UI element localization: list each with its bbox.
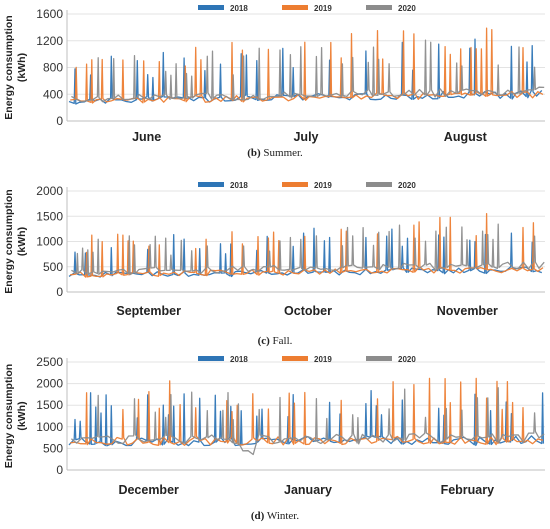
legend-label-2018: 2018 bbox=[230, 4, 248, 13]
caption-summer-letter: (b) bbox=[247, 147, 261, 159]
chart-winter: 0 500 1000 1500 2000 2500 Energy consumption (k… bbox=[3, 355, 545, 497]
y-axis-label: Energy consumption bbox=[3, 189, 15, 293]
legend-swatch-2019 bbox=[282, 182, 308, 187]
series-line-2020-fall bbox=[71, 223, 545, 276]
y-tick-label: 1600 bbox=[36, 7, 63, 21]
y-tick-label: 1000 bbox=[36, 235, 63, 249]
chart-summer: 0 400 800 1200 1600 Energy consumption (kWh) 20… bbox=[3, 4, 545, 144]
chart-panel-summer: 0 400 800 1200 1600 Energy consumption (kWh) 20… bbox=[0, 0, 550, 150]
series-line-2020-winter bbox=[70, 387, 545, 456]
series-line-2018-fall bbox=[68, 227, 543, 278]
y-tick-label: 2000 bbox=[36, 377, 63, 391]
y-tick-label: 1000 bbox=[36, 420, 63, 434]
chart-fall: 0 500 1000 1500 2000 Energy consumption (kWh) 2… bbox=[3, 181, 545, 318]
chart-panel-winter: 0 500 1000 1500 2000 2500 Energy consumption (k… bbox=[0, 350, 550, 510]
legend-label-2018: 2018 bbox=[230, 181, 248, 190]
legend-label-2020: 2020 bbox=[398, 181, 416, 190]
month-label-june: June bbox=[132, 130, 161, 144]
series-line-2020-summer bbox=[71, 39, 545, 103]
month-label-february: February bbox=[441, 483, 495, 497]
legend-label-2019: 2019 bbox=[314, 355, 332, 364]
legend-label-2019: 2019 bbox=[314, 4, 332, 13]
y-axis-label: Energy consumption bbox=[3, 15, 15, 119]
legend-label-2020: 2020 bbox=[398, 4, 416, 13]
y-tick-label: 1500 bbox=[36, 209, 63, 223]
caption-fall-letter: (c) bbox=[257, 335, 270, 347]
legend-label-2019: 2019 bbox=[314, 181, 332, 190]
y-tick-label: 0 bbox=[56, 285, 63, 299]
y-axis-label: Energy consumption bbox=[3, 364, 15, 468]
series-line-2019-summer bbox=[70, 27, 544, 104]
legend-swatch-2019 bbox=[282, 356, 308, 361]
legend-swatch-2018 bbox=[198, 182, 224, 187]
series-line-2018-winter bbox=[68, 389, 545, 447]
month-label-december: December bbox=[118, 483, 179, 497]
month-label-november: November bbox=[437, 304, 498, 318]
legend-swatch-2020 bbox=[366, 356, 392, 361]
y-axis-label-unit: (kWh) bbox=[16, 53, 28, 82]
chart-panel-fall: 0 500 1000 1500 2000 Energy consumption (kWh) 2… bbox=[0, 172, 550, 332]
series-line-2019-fall bbox=[70, 212, 544, 278]
y-tick-label: 500 bbox=[43, 260, 63, 274]
y-axis-label-unit: (kWh) bbox=[16, 227, 28, 256]
y-tick-label: 2500 bbox=[36, 355, 63, 369]
legend-swatch-2018 bbox=[198, 356, 224, 361]
legend-swatch-2020 bbox=[366, 5, 392, 10]
caption-fall-text: Fall. bbox=[272, 335, 293, 347]
caption-winter-text: Winter. bbox=[266, 510, 300, 522]
y-axis-label-unit: (kWh) bbox=[16, 401, 28, 430]
legend-label-2020: 2020 bbox=[398, 355, 416, 364]
legend-swatch-2020 bbox=[366, 182, 392, 187]
legend-label-2018: 2018 bbox=[230, 355, 248, 364]
y-tick-label: 500 bbox=[43, 441, 63, 455]
caption-winter: (d) Winter. bbox=[0, 510, 550, 522]
month-label-september: September bbox=[116, 304, 181, 318]
y-tick-label: 400 bbox=[43, 87, 63, 101]
y-tick-label: 2000 bbox=[36, 184, 63, 198]
month-label-january: January bbox=[284, 483, 332, 497]
series-line-2019-winter bbox=[70, 377, 544, 446]
month-label-july: July bbox=[293, 130, 318, 144]
legend-swatch-2019 bbox=[282, 5, 308, 10]
caption-fall: (c) Fall. bbox=[0, 335, 550, 347]
y-tick-label: 1500 bbox=[36, 398, 63, 412]
month-label-august: August bbox=[444, 130, 488, 144]
legend-swatch-2018 bbox=[198, 5, 224, 10]
caption-summer-text: Summer. bbox=[263, 147, 303, 159]
caption-winter-letter: (d) bbox=[250, 510, 265, 522]
month-label-october: October bbox=[284, 304, 332, 318]
y-tick-label: 0 bbox=[56, 114, 63, 128]
y-tick-label: 800 bbox=[43, 61, 63, 75]
caption-summer: (b) Summer. bbox=[0, 147, 550, 159]
y-tick-label: 1200 bbox=[36, 34, 63, 48]
y-tick-label: 0 bbox=[56, 463, 63, 477]
